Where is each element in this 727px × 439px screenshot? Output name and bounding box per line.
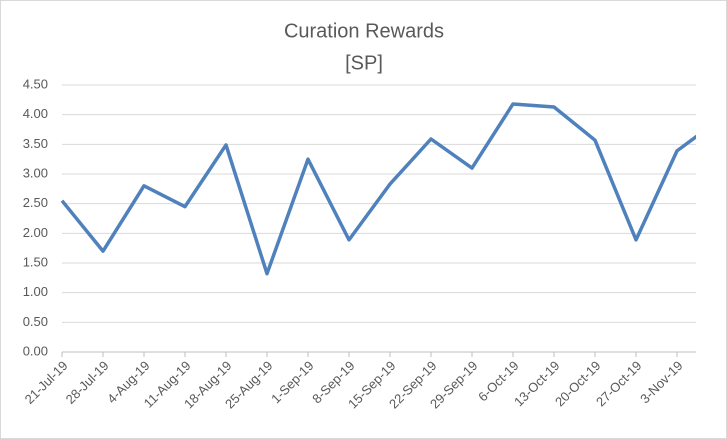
plot-area [60, 102, 696, 276]
y-tick-label: 1.50 [23, 254, 48, 269]
y-tick-label: 3.00 [23, 165, 48, 180]
y-tick-label: 2.00 [23, 225, 48, 240]
data-line [60, 102, 696, 276]
chart-title: Curation Rewards [284, 20, 444, 42]
y-tick-label: 3.50 [23, 136, 48, 151]
y-tick-label: 4.50 [23, 76, 48, 91]
y-tick-label: 0.50 [23, 314, 48, 329]
y-tick-label: 2.50 [23, 195, 48, 210]
y-tick-label: 1.00 [23, 284, 48, 299]
chart-subtitle: [SP] [345, 52, 383, 74]
y-tick-label: 4.00 [23, 106, 48, 121]
y-tick-label: 0.00 [23, 343, 48, 358]
